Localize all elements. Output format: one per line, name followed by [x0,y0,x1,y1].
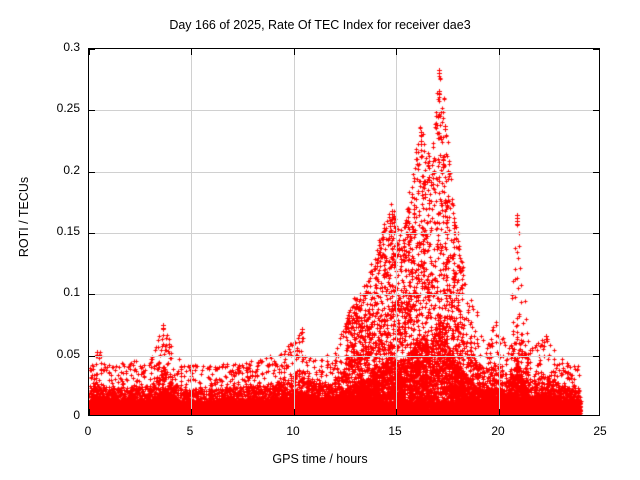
y-tick-label: 0.15 [56,224,80,238]
y-gridline [89,233,599,234]
y-tick-right [593,172,599,173]
x-tick [499,409,500,415]
chart-title: Day 166 of 2025, Rate Of TEC Index for r… [169,18,471,32]
x-tick-top [294,49,295,55]
x-tick-label: 15 [388,424,402,438]
y-gridline [89,172,599,173]
y-gridline [89,294,599,295]
x-tick-top [89,49,90,55]
x-tick-label: 0 [84,424,92,438]
x-tick-top [499,49,500,55]
y-tick-label: 0.05 [56,347,80,361]
x-tick [396,409,397,415]
y-tick-right [593,356,599,357]
y-tick [89,356,95,357]
x-tick-label: 20 [491,424,505,438]
y-tick [89,294,95,295]
x-tick-label: 10 [286,424,300,438]
y-tick [89,49,95,50]
x-tick-top [396,49,397,55]
x-tick-label: 5 [186,424,194,438]
plot-area [88,48,600,416]
y-tick-label: 0.25 [56,101,80,115]
x-tick-label: 25 [593,424,607,438]
x-gridline [191,49,192,415]
x-tick [191,409,192,415]
y-tick-label: 0.3 [63,40,80,54]
x-axis-title: GPS time / hours [272,452,368,466]
y-tick [89,110,95,111]
y-tick-label: 0.2 [63,163,80,177]
y-tick [89,233,95,234]
x-tick [294,409,295,415]
y-tick [89,172,95,173]
x-gridline [294,49,295,415]
y-tick-label: 0.1 [63,285,80,299]
y-tick-right [593,233,599,234]
y-gridline [89,110,599,111]
y-tick-right [593,49,599,50]
y-tick-right [593,294,599,295]
y-tick-label: 0 [73,408,80,422]
y-tick-right [593,110,599,111]
y-gridline [89,356,599,357]
x-tick [89,409,90,415]
x-gridline [499,49,500,415]
x-tick-top [191,49,192,55]
x-gridline [396,49,397,415]
